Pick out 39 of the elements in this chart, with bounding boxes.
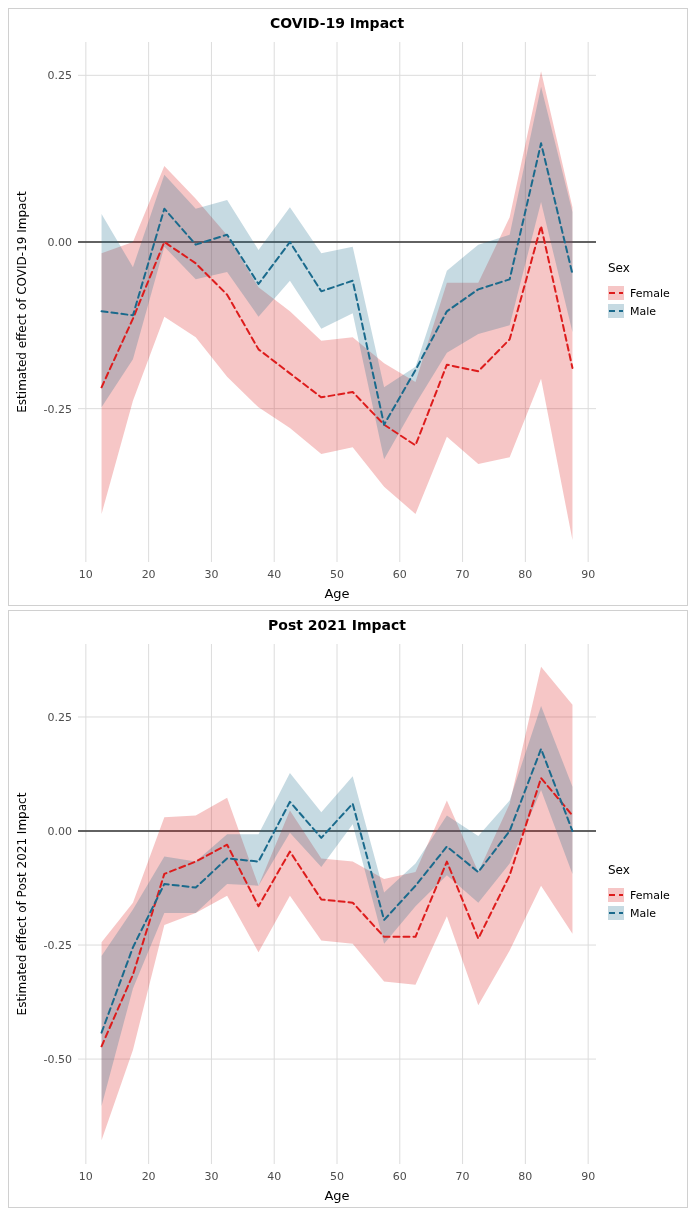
chart-title: Post 2021 Impact (268, 617, 407, 633)
line-series (100, 142, 574, 426)
legend-title: Sex (608, 261, 630, 275)
x-tick-label: 20 (141, 568, 156, 581)
y-tick-label: 0.00 (47, 824, 72, 838)
x-tick-label: 90 (581, 1170, 596, 1183)
legend-label: Female (630, 286, 671, 300)
y-tick-label: 0.00 (47, 235, 72, 249)
x-tick-label: 90 (581, 568, 596, 581)
x-tick-label: 80 (518, 568, 533, 581)
legend-label: Female (630, 888, 671, 902)
line-series (100, 225, 574, 447)
y-axis-title: Estimated effect of Post 2021 Impact (15, 792, 29, 1016)
x-tick-label: 60 (392, 1170, 407, 1183)
x-axis-title: Age (324, 586, 350, 601)
x-tick-label: 50 (330, 1170, 344, 1183)
x-tick-label: 70 (455, 568, 470, 581)
y-tick-label: -0.50 (43, 1052, 72, 1066)
x-tick-label: 80 (518, 1170, 533, 1183)
x-tick-label: 20 (141, 1170, 156, 1183)
y-tick-label: 0.25 (47, 69, 72, 83)
x-axis-title: Age (324, 1188, 350, 1203)
legend-label: Male (630, 304, 657, 318)
y-tick-label: -0.25 (43, 938, 72, 952)
y-axis-title: Estimated effect of COVID-19 Impact (15, 190, 29, 413)
x-tick-label: 10 (78, 568, 93, 581)
x-tick-label: 40 (267, 568, 282, 581)
legend-title: Sex (608, 863, 630, 877)
x-tick-label: 50 (330, 568, 344, 581)
x-tick-label: 30 (204, 1170, 219, 1183)
y-tick-label: 0.25 (47, 710, 72, 724)
x-tick-label: 30 (204, 568, 219, 581)
y-tick-label: -0.25 (43, 402, 72, 416)
x-tick-label: 40 (267, 1170, 282, 1183)
chart-title: COVID-19 Impact (269, 15, 405, 31)
legend-label: Male (630, 906, 657, 920)
x-tick-label: 70 (455, 1170, 470, 1183)
x-tick-label: 60 (392, 568, 407, 581)
x-tick-label: 10 (78, 1170, 93, 1183)
